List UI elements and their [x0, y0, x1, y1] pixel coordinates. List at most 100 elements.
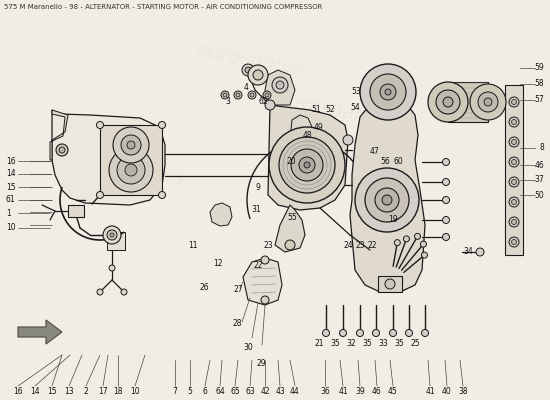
Text: 41: 41 — [425, 388, 435, 396]
Text: 63: 63 — [245, 388, 255, 396]
Circle shape — [512, 120, 516, 124]
Circle shape — [436, 90, 460, 114]
Circle shape — [276, 81, 284, 89]
Circle shape — [512, 160, 516, 164]
Circle shape — [158, 192, 166, 198]
Circle shape — [443, 216, 449, 224]
Circle shape — [291, 149, 323, 181]
Text: 16: 16 — [13, 388, 23, 396]
Circle shape — [125, 164, 137, 176]
Circle shape — [221, 91, 229, 99]
Circle shape — [509, 237, 519, 247]
Text: 18: 18 — [113, 388, 123, 396]
Circle shape — [385, 279, 395, 289]
Text: 61: 61 — [6, 196, 15, 204]
Circle shape — [299, 157, 315, 173]
Text: 59: 59 — [534, 64, 544, 72]
Circle shape — [512, 140, 516, 144]
Circle shape — [375, 188, 399, 212]
Text: 27: 27 — [233, 286, 243, 294]
Circle shape — [512, 220, 516, 224]
Text: 48: 48 — [302, 130, 312, 140]
Text: 9: 9 — [256, 182, 261, 192]
Circle shape — [279, 137, 335, 193]
Text: 6: 6 — [202, 388, 207, 396]
Circle shape — [420, 241, 426, 247]
Polygon shape — [243, 258, 282, 305]
Circle shape — [372, 330, 379, 336]
Bar — [100, 125, 162, 195]
Text: 29: 29 — [256, 360, 266, 368]
Text: 49: 49 — [313, 124, 323, 132]
Circle shape — [356, 330, 364, 336]
Circle shape — [394, 240, 400, 246]
Circle shape — [355, 168, 419, 232]
Text: 57: 57 — [534, 96, 544, 104]
Text: 36: 36 — [320, 388, 330, 396]
Text: 22: 22 — [367, 240, 377, 250]
Circle shape — [484, 98, 492, 106]
Text: 41: 41 — [338, 388, 348, 396]
Circle shape — [56, 144, 68, 156]
Circle shape — [370, 74, 406, 110]
Circle shape — [476, 248, 484, 256]
Text: 55: 55 — [287, 212, 297, 222]
Circle shape — [478, 92, 498, 112]
Circle shape — [509, 97, 519, 107]
Text: 35: 35 — [394, 340, 404, 348]
Text: 10: 10 — [6, 224, 15, 232]
Circle shape — [234, 91, 242, 99]
Circle shape — [253, 70, 263, 80]
Text: 65: 65 — [230, 388, 240, 396]
Circle shape — [103, 226, 121, 244]
Text: eurospares: eurospares — [75, 151, 185, 189]
Text: 34: 34 — [463, 248, 473, 256]
Circle shape — [97, 289, 103, 295]
Circle shape — [96, 122, 103, 128]
Text: 22: 22 — [253, 260, 263, 270]
Text: 42: 42 — [260, 388, 270, 396]
Circle shape — [158, 122, 166, 128]
Text: 3: 3 — [226, 98, 230, 106]
Circle shape — [415, 233, 421, 239]
Circle shape — [272, 77, 288, 93]
Text: 52: 52 — [325, 106, 335, 114]
Circle shape — [443, 234, 449, 240]
Circle shape — [360, 64, 416, 120]
Circle shape — [339, 330, 347, 336]
Circle shape — [509, 177, 519, 187]
Circle shape — [509, 137, 519, 147]
Text: 16: 16 — [6, 156, 15, 166]
Circle shape — [269, 127, 345, 203]
Text: 54: 54 — [350, 102, 360, 112]
Text: 45: 45 — [388, 388, 398, 396]
Polygon shape — [275, 205, 305, 252]
Bar — [505, 85, 523, 255]
Circle shape — [261, 256, 269, 264]
Circle shape — [509, 217, 519, 227]
Bar — [378, 276, 402, 292]
Text: 46: 46 — [534, 160, 544, 170]
Circle shape — [512, 100, 516, 104]
Circle shape — [59, 147, 65, 153]
Text: 13: 13 — [64, 388, 74, 396]
Text: 46: 46 — [372, 388, 382, 396]
Bar — [68, 205, 84, 217]
Text: 10: 10 — [130, 388, 140, 396]
Text: 14: 14 — [30, 388, 40, 396]
Polygon shape — [52, 110, 165, 205]
Text: 14: 14 — [6, 170, 15, 178]
Text: 30: 30 — [243, 344, 253, 352]
Text: 26: 26 — [199, 284, 209, 292]
Text: 40: 40 — [442, 388, 452, 396]
Text: 56: 56 — [380, 158, 390, 166]
Polygon shape — [265, 70, 295, 105]
Circle shape — [117, 156, 145, 184]
Text: 7: 7 — [173, 388, 178, 396]
Polygon shape — [268, 105, 348, 210]
Circle shape — [470, 84, 506, 120]
Circle shape — [265, 100, 275, 110]
Circle shape — [512, 240, 516, 244]
Text: 5: 5 — [188, 388, 192, 396]
Text: 38: 38 — [458, 388, 468, 396]
